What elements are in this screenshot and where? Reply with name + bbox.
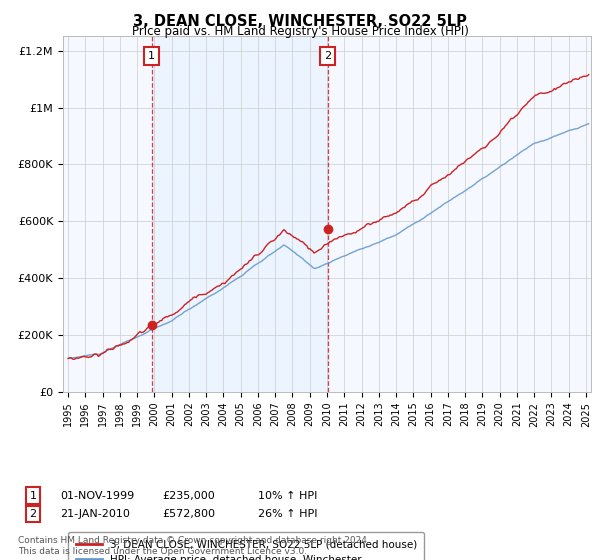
Text: 21-JAN-2010: 21-JAN-2010 xyxy=(60,509,130,519)
Text: 1: 1 xyxy=(148,52,155,61)
Text: Contains HM Land Registry data © Crown copyright and database right 2024.
This d: Contains HM Land Registry data © Crown c… xyxy=(18,536,370,556)
Text: £572,800: £572,800 xyxy=(162,509,215,519)
Text: £235,000: £235,000 xyxy=(162,491,215,501)
Text: 10% ↑ HPI: 10% ↑ HPI xyxy=(258,491,317,501)
Text: 26% ↑ HPI: 26% ↑ HPI xyxy=(258,509,317,519)
Bar xyxy=(152,36,328,392)
Text: 2: 2 xyxy=(29,509,37,519)
Text: 01-NOV-1999: 01-NOV-1999 xyxy=(60,491,134,501)
Text: 1: 1 xyxy=(29,491,37,501)
Text: 2: 2 xyxy=(325,52,331,61)
Text: 3, DEAN CLOSE, WINCHESTER, SO22 5LP: 3, DEAN CLOSE, WINCHESTER, SO22 5LP xyxy=(133,14,467,29)
Legend: 3, DEAN CLOSE, WINCHESTER, SO22 5LP (detached house), HPI: Average price, detach: 3, DEAN CLOSE, WINCHESTER, SO22 5LP (det… xyxy=(68,533,424,560)
Text: Price paid vs. HM Land Registry's House Price Index (HPI): Price paid vs. HM Land Registry's House … xyxy=(131,25,469,38)
